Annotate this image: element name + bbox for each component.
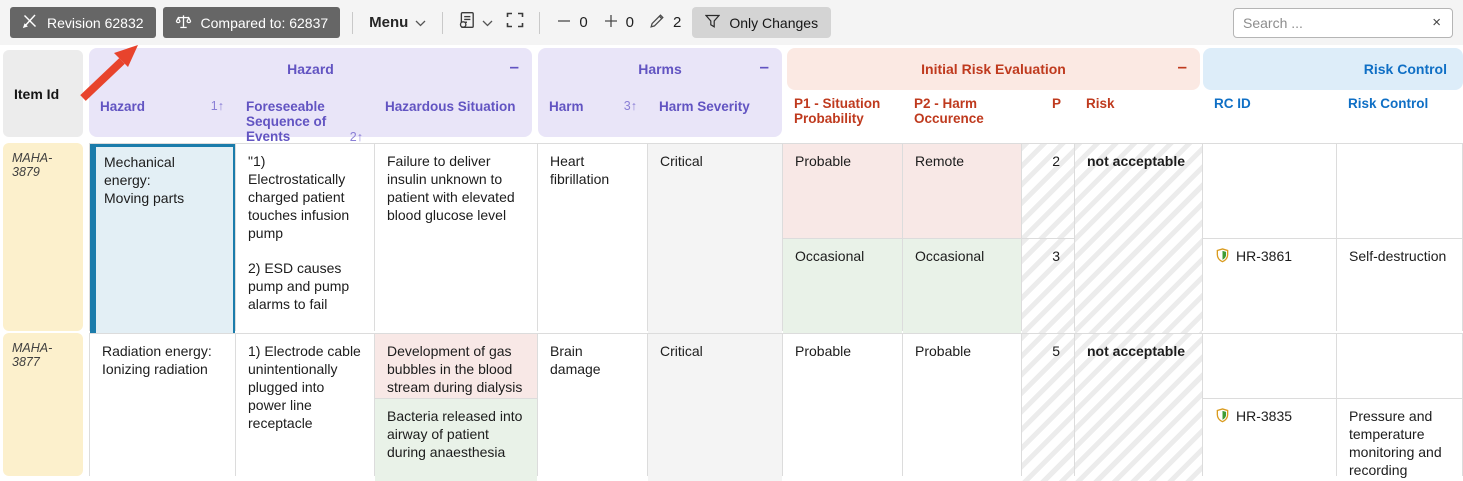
cell-harm-severity[interactable]: Critical: [648, 334, 782, 481]
column-group-hazard: Hazard – Hazard 1↑ Foreseeable Sequence …: [89, 48, 532, 144]
plus-icon: [603, 13, 619, 33]
toolbar: Revision 62832 Compared to: 62837 Menu: [0, 0, 1463, 45]
cell-risk-control-empty[interactable]: [1337, 144, 1462, 238]
modified-count-value: 2: [673, 14, 682, 31]
column-header-harm[interactable]: Harm 3↑: [549, 99, 637, 114]
collapse-group-icon[interactable]: –: [1177, 57, 1187, 76]
cell-risk-control[interactable]: Pressure and temperature monitoring and …: [1337, 399, 1462, 481]
compared-to-button[interactable]: Compared to: 62837: [162, 7, 341, 38]
crossed-pen-icon: [22, 13, 38, 32]
collapse-group-icon[interactable]: –: [509, 57, 519, 76]
column-group-harms: Harms – Harm 3↑ Harm Severity: [538, 48, 782, 137]
menu-label: Menu: [369, 14, 409, 31]
chevron-down-icon: [482, 14, 493, 32]
column-header-risk-control[interactable]: Risk Control: [1348, 96, 1429, 111]
group-title-initial-risk-evaluation: Initial Risk Evaluation –: [921, 57, 1187, 77]
column-header-foreseeable-sequence[interactable]: Foreseeable Sequence of Events 2↑: [246, 99, 363, 144]
balance-scale-icon: [175, 13, 192, 33]
views-dropdown-button[interactable]: [455, 9, 496, 36]
table-header: Item Id Hazard – Hazard 1↑ Foreseeable S…: [0, 45, 1463, 144]
cell-p1-old[interactable]: Probable: [783, 144, 902, 238]
sort-indicator[interactable]: 2↑: [349, 130, 363, 144]
cell-p-old[interactable]: 2: [1022, 144, 1074, 238]
added-count: 0: [599, 13, 638, 33]
column-header-rc-id[interactable]: RC ID: [1214, 96, 1251, 111]
cell-rc-id-empty[interactable]: [1203, 334, 1336, 398]
toolbar-separator: [539, 11, 541, 34]
shield-icon: [1215, 408, 1230, 428]
removed-count-value: 0: [579, 14, 588, 31]
cell-p2-old[interactable]: Remote: [903, 144, 1021, 238]
cell-rc-id[interactable]: HR-3835: [1203, 399, 1336, 481]
cell-p1[interactable]: Probable: [783, 334, 902, 481]
column-header-p1[interactable]: P1 - Situation Probability: [794, 96, 881, 126]
table-row: MAHA-3879 Mechanical energy: Moving part…: [0, 143, 1463, 395]
chevron-down-icon: [415, 14, 426, 31]
column-header-item-id[interactable]: Item Id: [3, 50, 83, 137]
minus-icon: [556, 13, 572, 33]
column-header-risk[interactable]: Risk: [1086, 96, 1115, 111]
cell-hazard[interactable]: Radiation energy: Ionizing radiation: [90, 334, 235, 481]
toolbar-separator: [352, 11, 354, 34]
cell-p2[interactable]: Probable: [903, 334, 1021, 481]
cell-risk-control-empty[interactable]: [1337, 334, 1462, 398]
pencil-icon: [649, 12, 666, 33]
menu-button[interactable]: Menu: [365, 14, 430, 31]
only-changes-label: Only Changes: [729, 14, 819, 31]
revision-button[interactable]: Revision 62832: [10, 7, 156, 38]
cell-hazardous-situation-new[interactable]: Bacteria released into airway of patient…: [375, 399, 537, 481]
search-clear-icon[interactable]: ×: [1432, 14, 1441, 31]
cell-p[interactable]: 5: [1022, 334, 1074, 481]
column-group-risk-control: Risk Control: [1203, 48, 1463, 90]
fit-to-screen-button[interactable]: [503, 10, 527, 35]
compared-to-button-label: Compared to: 62837: [200, 14, 329, 31]
search-input[interactable]: [1243, 14, 1431, 31]
fullscreen-frame-icon: [506, 12, 524, 33]
cell-harm[interactable]: Brain damage: [538, 334, 647, 481]
toolbar-separator: [442, 11, 444, 34]
column-header-harm-severity[interactable]: Harm Severity: [659, 99, 750, 114]
item-id-cell[interactable]: MAHA-3879: [3, 143, 83, 331]
revision-button-label: Revision 62832: [47, 14, 144, 31]
column-header-p2[interactable]: P2 - Harm Occurence: [914, 96, 984, 126]
column-header-hazard[interactable]: Hazard 1↑: [89, 95, 235, 148]
added-count-value: 0: [625, 14, 635, 31]
funnel-icon: [705, 14, 721, 32]
group-title-hazard: Hazard –: [287, 57, 519, 77]
only-changes-button[interactable]: Only Changes: [692, 7, 832, 38]
item-id-cell[interactable]: MAHA-3877: [3, 333, 83, 476]
cell-rc-id-empty[interactable]: [1203, 144, 1336, 238]
collapse-group-icon[interactable]: –: [759, 57, 769, 76]
shield-icon: [1215, 248, 1230, 268]
column-header-hazardous-situation[interactable]: Hazardous Situation: [385, 99, 516, 114]
cell-foreseeable-sequence[interactable]: 1) Electrode cable unintentionally plugg…: [236, 334, 374, 481]
removed-count: 0: [552, 13, 591, 33]
group-title-harms: Harms –: [638, 57, 769, 77]
modified-count: 2: [645, 12, 685, 33]
sort-indicator[interactable]: 1↑: [210, 99, 224, 113]
sort-indicator[interactable]: 3↑: [623, 99, 637, 113]
report-document-icon: [458, 11, 476, 34]
column-group-initial-risk-evaluation: Initial Risk Evaluation –: [787, 48, 1200, 90]
cell-hazardous-situation-old[interactable]: Development of gas bubbles in the blood …: [375, 334, 537, 398]
column-header-p[interactable]: P: [1051, 96, 1061, 111]
group-title-risk-control: Risk Control: [1363, 61, 1447, 77]
search-box: ×: [1233, 7, 1453, 38]
table-row: MAHA-3877 Radiation energy: Ionizing rad…: [0, 333, 1463, 481]
cell-risk[interactable]: not acceptable: [1075, 334, 1202, 481]
